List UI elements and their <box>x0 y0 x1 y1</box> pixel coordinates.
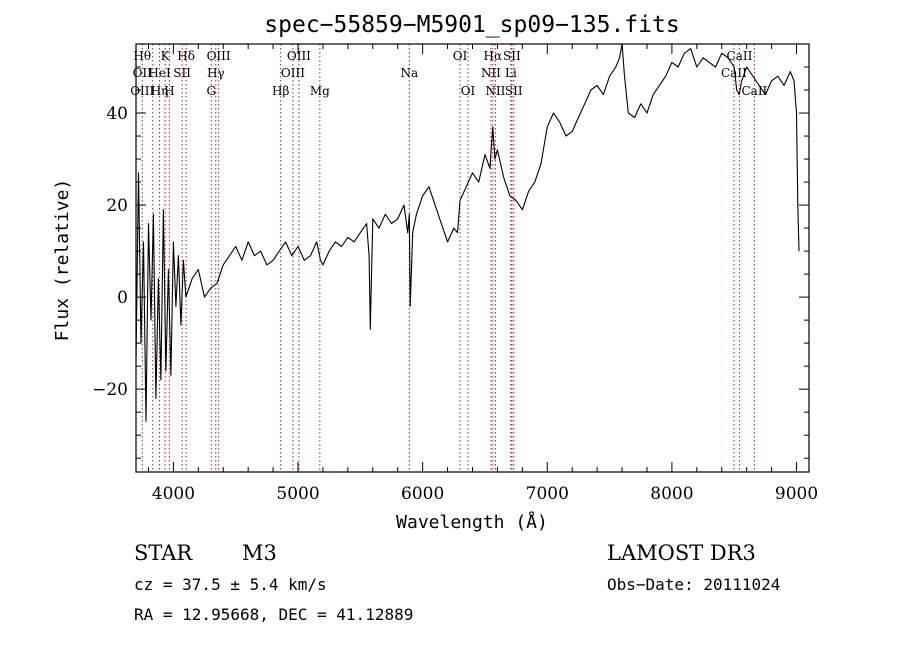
line-label-0-1: OII <box>133 66 153 80</box>
line-label-17-0: NII <box>481 66 501 80</box>
line-label-21-0: SII <box>503 49 521 63</box>
axis-ticks <box>136 43 809 472</box>
line-label-0-0: Hθ <box>133 49 151 63</box>
object-subclass: M3 <box>242 541 277 565</box>
redshift-velocity: cz = 37.5 ± 5.4 km/s <box>134 575 327 594</box>
x-tick-label-5000: 5000 <box>276 484 319 504</box>
y-tick-label-40: 40 <box>106 104 128 124</box>
line-label-22-0: SII <box>505 84 523 98</box>
line-label-2-1: Hη <box>151 84 169 98</box>
line-label-7-0: G <box>206 84 216 98</box>
line-label-9-0: OIII <box>207 49 231 63</box>
line-label-14-0: Na <box>400 66 418 80</box>
line-label-24-0: CaII <box>727 49 753 63</box>
line-label-5-0: SII <box>173 66 191 80</box>
x-tick-label-7000: 7000 <box>526 484 569 504</box>
line-label-6-0: Hδ <box>177 49 195 63</box>
y-tick-label-0: 0 <box>117 288 128 308</box>
line-label-19-0: NII <box>485 84 505 98</box>
x-axis-label: Wavelength (Å) <box>396 511 548 533</box>
line-label-23-0: CaII <box>721 66 747 80</box>
line-label-8-0: Hγ <box>207 66 225 80</box>
line-label-13-0: Mg <box>310 84 330 98</box>
line-label-20-0: Li <box>505 66 517 80</box>
x-tick-label-4000: 4000 <box>152 484 195 504</box>
line-label-2-0: HeI <box>148 66 171 80</box>
x-tick-label-6000: 6000 <box>401 484 444 504</box>
line-label-3-0: K <box>161 49 171 63</box>
y-tick-label-20: 20 <box>106 196 128 216</box>
plot-frame <box>135 43 810 473</box>
emission-line-labels: HθOIIOIIIHeIHηKHSIIHδGHγOIIIHβOIIIOIIIMg… <box>130 49 767 98</box>
emission-line-markers <box>141 44 755 472</box>
flux-series <box>135 43 800 422</box>
object-class: STAR <box>134 541 193 565</box>
sky-coordinates: RA = 12.95668, DEC = 41.12889 <box>134 605 413 624</box>
y-axis-label: Flux (relative) <box>52 179 73 342</box>
line-label-4-0: H <box>164 84 174 98</box>
line-label-18-0: Hα <box>484 49 503 63</box>
line-label-15-0: OI <box>453 49 468 63</box>
axis-tick-labels: 4000 5000 6000 7000 8000 9000 −20 0 20 40 <box>92 104 818 504</box>
line-label-16-0: OI <box>461 84 476 98</box>
line-label-25-0: CaII <box>741 84 767 98</box>
line-label-11-0: OIII <box>281 66 305 80</box>
x-tick-label-9000: 9000 <box>775 484 818 504</box>
line-label-12-0: OIII <box>287 49 311 63</box>
line-label-10-0: Hβ <box>272 84 289 98</box>
x-tick-label-8000: 8000 <box>650 484 693 504</box>
survey-name: LAMOST DR3 <box>607 541 756 565</box>
y-tick-label--20: −20 <box>92 380 128 400</box>
observation-date: Obs−Date: 20111024 <box>607 575 780 594</box>
chart-title: spec−55859−M5901_sp09−135.fits <box>264 12 679 38</box>
series-flux <box>135 43 800 422</box>
